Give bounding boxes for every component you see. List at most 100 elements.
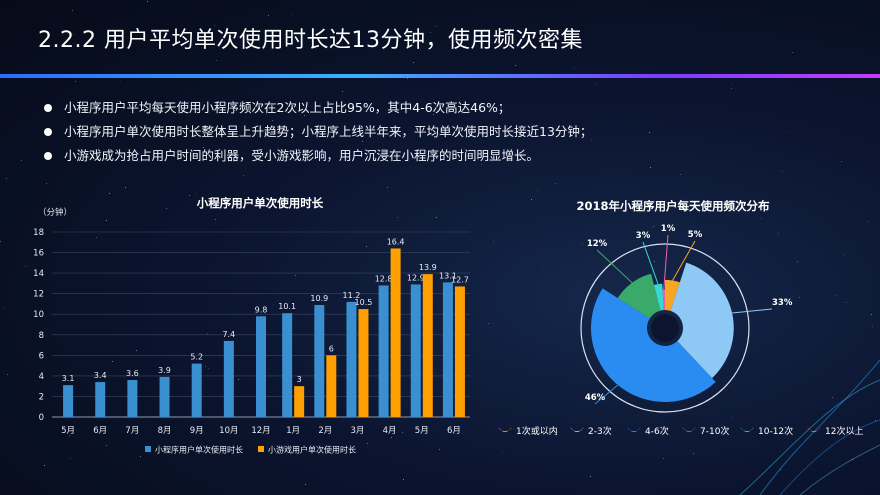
star-dot bbox=[25, 265, 27, 267]
star-dot bbox=[798, 296, 800, 298]
star-dot bbox=[591, 139, 593, 140]
star-dot bbox=[536, 190, 538, 192]
star-dot bbox=[840, 160, 842, 162]
pie-slice bbox=[665, 279, 680, 311]
star-dot bbox=[501, 452, 503, 454]
bullet-text: 小程序用户单次使用时长整体呈上升趋势；小程序上线半年来，平均单次使用时长接近13… bbox=[64, 124, 593, 139]
bar-y-axis: 0 2 4 6 8 10 12 14 16 18 bbox=[33, 228, 44, 423]
bar-value-label: 11.2 bbox=[343, 291, 361, 300]
bar-chart-title: 小程序用户单次使用时长 bbox=[196, 196, 324, 210]
bar-miniprogram bbox=[256, 316, 266, 417]
bar-value-label: 3.1 bbox=[62, 374, 75, 383]
pie-slice bbox=[653, 283, 664, 311]
star-dot bbox=[3, 306, 5, 308]
star-dot bbox=[867, 220, 869, 222]
star-dot bbox=[21, 160, 23, 162]
star-dot bbox=[303, 114, 305, 116]
bar-value-label: 5.2 bbox=[190, 353, 203, 362]
x-tick-label: 4月 bbox=[383, 426, 397, 436]
pie-slice bbox=[670, 262, 734, 379]
star-dot bbox=[436, 217, 438, 219]
x-tick-label: 6月 bbox=[93, 426, 107, 436]
star-dot bbox=[120, 81, 122, 83]
star-dot bbox=[438, 448, 440, 450]
star-dot bbox=[215, 60, 217, 62]
x-tick-label: 5月 bbox=[415, 426, 429, 436]
bar-miniprogram bbox=[378, 285, 389, 417]
star-dot bbox=[650, 167, 652, 169]
star-dot bbox=[578, 37, 580, 39]
star-dot bbox=[105, 444, 107, 446]
star-dot bbox=[316, 38, 318, 40]
star-dot bbox=[272, 304, 274, 306]
star-dot bbox=[846, 301, 848, 303]
star-dot bbox=[189, 194, 191, 196]
star-dot bbox=[124, 187, 126, 188]
page-title: 2.2.2 用户平均单次使用时长达13分钟，使用频次密集 bbox=[38, 28, 583, 53]
star-dot bbox=[305, 483, 307, 485]
star-dot bbox=[433, 113, 435, 115]
bullet-item: 小程序用户单次使用时长整体呈上升趋势；小程序上线半年来，平均单次使用时长接近13… bbox=[42, 120, 592, 144]
star-dot bbox=[401, 431, 403, 433]
x-tick-label: 6月 bbox=[447, 426, 461, 436]
star-dot bbox=[109, 193, 110, 195]
star-dot bbox=[77, 151, 79, 153]
x-tick-label: 8月 bbox=[158, 426, 172, 436]
title-underline bbox=[0, 74, 880, 78]
star-dot bbox=[493, 241, 495, 243]
bar-miniprogram bbox=[191, 363, 202, 417]
y-tick-label: 4 bbox=[39, 372, 44, 382]
star-dot bbox=[111, 360, 113, 362]
star-dot bbox=[429, 31, 431, 33]
star-dot bbox=[202, 146, 204, 148]
star-dot bbox=[95, 236, 97, 238]
star-dot bbox=[515, 65, 517, 67]
bar-value-label: 3.4 bbox=[94, 371, 107, 380]
bar-value-label: 7.4 bbox=[222, 330, 235, 339]
bar-legend: 小程序用户单次使用时长 小游戏用户单次使用时长 bbox=[145, 445, 356, 455]
x-tick-label: 5月 bbox=[61, 426, 75, 436]
pie-center-hole bbox=[651, 314, 679, 342]
bar-miniprogram bbox=[314, 304, 325, 417]
pie-slice-label: 5% bbox=[688, 230, 703, 240]
bar-value-label: 13.9 bbox=[419, 263, 437, 272]
y-tick-label: 18 bbox=[33, 228, 44, 238]
bullet-text: 小程序用户平均每天使用小程序频次在2次以上占比95%，其中4-6次高达46%； bbox=[64, 100, 511, 115]
x-tick-label: 1月 bbox=[286, 426, 300, 436]
bar-value-label: 9.8 bbox=[255, 305, 268, 314]
bar-value-label: 12.7 bbox=[451, 275, 469, 284]
pie-legend-label: 10-12次 bbox=[758, 425, 793, 437]
star-dot bbox=[45, 182, 47, 184]
bullet-item: 小程序用户平均每天使用小程序频次在2次以上占比95%，其中4-6次高达46%； bbox=[42, 96, 592, 120]
star-dot bbox=[290, 13, 292, 15]
star-dot bbox=[653, 261, 655, 262]
y-tick-label: 14 bbox=[33, 269, 44, 279]
star-dot bbox=[72, 33, 74, 35]
pie-legend: 1次或以内 2-3次 4-6次 7-10次 10-12次 12次以上 bbox=[498, 425, 863, 437]
star-dot bbox=[652, 225, 654, 227]
star-dot bbox=[196, 193, 198, 195]
star-dot bbox=[267, 14, 269, 16]
star-dot bbox=[407, 77, 409, 79]
star-dot bbox=[365, 246, 367, 248]
bar-miniprogram bbox=[127, 380, 138, 417]
pie-outer-ring bbox=[580, 243, 750, 413]
bar-value-label: 3 bbox=[297, 375, 302, 384]
pie-legend-swatch bbox=[498, 427, 512, 432]
bar-value-label: 3.6 bbox=[126, 369, 139, 378]
star-dot bbox=[788, 130, 790, 132]
star-dot bbox=[135, 350, 137, 351]
star-dot bbox=[554, 183, 556, 185]
star-dot bbox=[361, 140, 363, 142]
star-dot bbox=[540, 267, 542, 269]
x-tick-label: 10月 bbox=[219, 426, 238, 436]
star-dot bbox=[663, 457, 665, 459]
pie-legend-swatch bbox=[682, 427, 696, 432]
bar-miniprogram bbox=[63, 385, 74, 417]
star-dot bbox=[44, 464, 46, 466]
pie-slice-label: 12% bbox=[587, 239, 608, 249]
star-dot bbox=[70, 458, 72, 460]
star-dot bbox=[581, 430, 583, 432]
bullet-text: 小游戏成为抢占用户时间的利器，受小游戏影响，用户沉浸在小程序的时间明显增长。 bbox=[64, 148, 540, 163]
x-tick-label: 12月 bbox=[251, 426, 270, 436]
